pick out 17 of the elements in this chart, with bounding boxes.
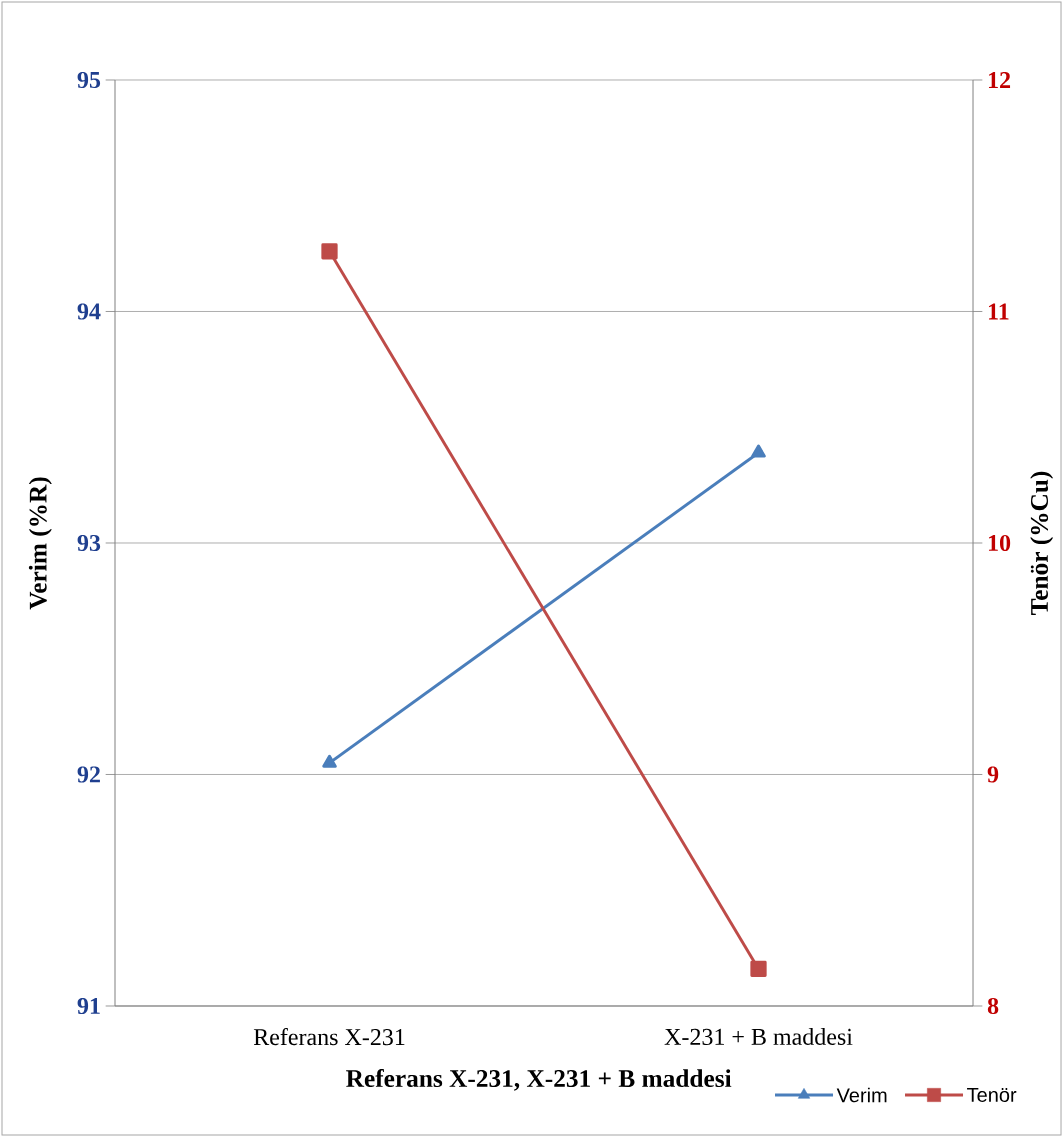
y2-tick-label: 12 <box>988 72 1011 88</box>
y2-axis-title: Tenör (%Cu) <box>1030 471 1054 615</box>
y-tick-label: 93 <box>77 534 101 552</box>
x-tick-label: X-231 + B maddesi <box>664 1028 853 1045</box>
y-tick-label: 92 <box>77 766 100 783</box>
y2-tick-label: 8 <box>987 997 999 1015</box>
x-tick-label: Referans X-231 <box>253 1028 405 1046</box>
y2-tick-label: 9 <box>987 766 999 783</box>
y-tick-label: 95 <box>77 71 101 89</box>
y2-tick-label: 10 <box>988 534 1011 552</box>
legend-label: Tenör <box>967 1088 1017 1102</box>
y-tick-label: 94 <box>77 303 101 320</box>
y-tick-label: 91 <box>77 997 100 1015</box>
x-axis-title: Referans X-231, X-231 + B maddesi <box>346 1069 732 1091</box>
y-axis-title: Verim (%R) <box>28 477 52 610</box>
legend-label: Verim <box>836 1087 887 1103</box>
y2-tick-label: 11 <box>988 303 1009 320</box>
